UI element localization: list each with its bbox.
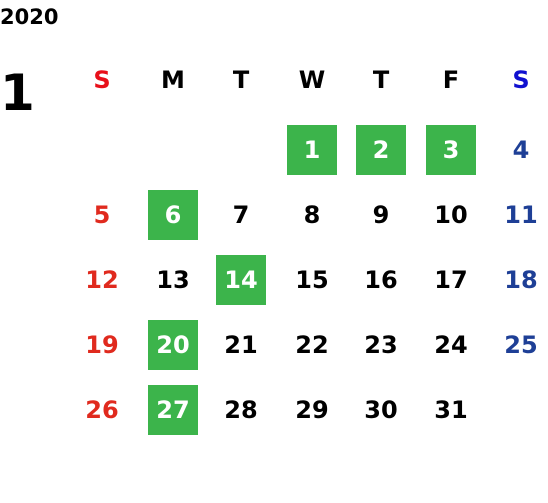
day: 1 bbox=[304, 136, 321, 164]
weekday-label: W bbox=[299, 66, 325, 94]
day: 21 bbox=[224, 331, 257, 359]
highlight-box bbox=[148, 320, 198, 370]
day: 12 bbox=[85, 266, 118, 294]
day: 23 bbox=[364, 331, 397, 359]
day: 6 bbox=[165, 201, 182, 229]
weekday-label: T bbox=[233, 66, 250, 94]
day: 28 bbox=[224, 396, 257, 424]
day: 7 bbox=[233, 201, 250, 229]
day: 24 bbox=[434, 331, 467, 359]
day: 8 bbox=[304, 201, 321, 229]
day: 25 bbox=[504, 331, 537, 359]
day: 19 bbox=[85, 331, 118, 359]
highlight-box bbox=[356, 125, 406, 175]
highlight-box bbox=[148, 385, 198, 435]
day: 2 bbox=[373, 136, 390, 164]
day: 13 bbox=[156, 266, 189, 294]
day: 26 bbox=[85, 396, 118, 424]
weekday-label: F bbox=[443, 66, 459, 94]
day: 9 bbox=[373, 201, 390, 229]
day: 17 bbox=[434, 266, 467, 294]
year: 2020 bbox=[0, 5, 58, 29]
day: 22 bbox=[295, 331, 328, 359]
day: 16 bbox=[364, 266, 397, 294]
day: 20 bbox=[156, 331, 189, 359]
day: 15 bbox=[295, 266, 328, 294]
day: 11 bbox=[504, 201, 537, 229]
day: 4 bbox=[513, 136, 530, 164]
day: 18 bbox=[504, 266, 537, 294]
highlight-box bbox=[216, 255, 266, 305]
weekday-label: S bbox=[512, 66, 529, 94]
day: 31 bbox=[434, 396, 467, 424]
highlight-box bbox=[287, 125, 337, 175]
day: 30 bbox=[364, 396, 397, 424]
weekday-label: S bbox=[93, 66, 110, 94]
day: 10 bbox=[434, 201, 467, 229]
day: 5 bbox=[94, 201, 111, 229]
weekday-label: T bbox=[373, 66, 390, 94]
day: 14 bbox=[224, 266, 257, 294]
highlight-box bbox=[148, 190, 198, 240]
day: 29 bbox=[295, 396, 328, 424]
weekday-label: M bbox=[161, 66, 185, 94]
day: 3 bbox=[443, 136, 460, 164]
day: 27 bbox=[156, 396, 189, 424]
highlight-box bbox=[426, 125, 476, 175]
month: 1 bbox=[0, 64, 35, 122]
